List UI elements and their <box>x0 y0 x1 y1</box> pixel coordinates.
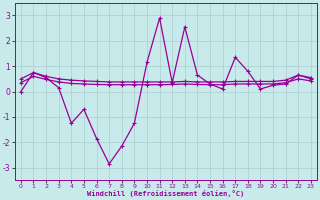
X-axis label: Windchill (Refroidissement éolien,°C): Windchill (Refroidissement éolien,°C) <box>87 190 244 197</box>
